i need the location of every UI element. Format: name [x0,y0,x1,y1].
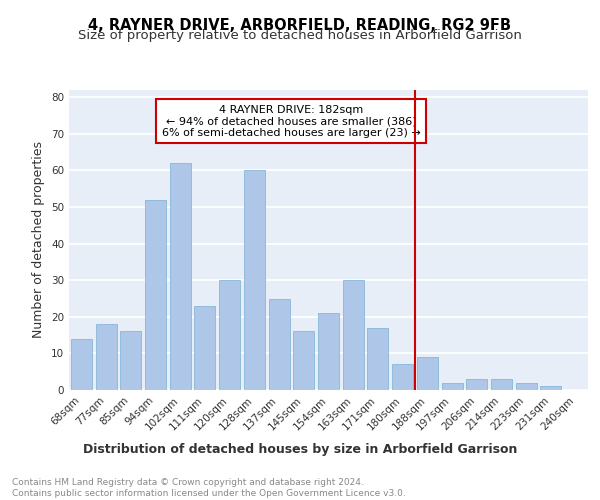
Bar [392,364,413,390]
Bar [170,163,191,390]
Bar [367,328,388,390]
Text: 4 RAYNER DRIVE: 182sqm
← 94% of detached houses are smaller (386)
6% of semi-det: 4 RAYNER DRIVE: 182sqm ← 94% of detached… [162,104,421,138]
Bar [541,386,562,390]
Bar [466,379,487,390]
Bar [491,379,512,390]
Bar [95,324,116,390]
Bar [244,170,265,390]
Bar [219,280,240,390]
Bar [145,200,166,390]
Bar [194,306,215,390]
Text: 4, RAYNER DRIVE, ARBORFIELD, READING, RG2 9FB: 4, RAYNER DRIVE, ARBORFIELD, READING, RG… [89,18,511,32]
Text: Distribution of detached houses by size in Arborfield Garrison: Distribution of detached houses by size … [83,442,517,456]
Bar [269,298,290,390]
Bar [442,382,463,390]
Bar [417,357,438,390]
Bar [343,280,364,390]
Bar [120,332,141,390]
Text: Contains HM Land Registry data © Crown copyright and database right 2024.
Contai: Contains HM Land Registry data © Crown c… [12,478,406,498]
Text: Size of property relative to detached houses in Arborfield Garrison: Size of property relative to detached ho… [78,29,522,42]
Bar [318,313,339,390]
Bar [516,382,537,390]
Y-axis label: Number of detached properties: Number of detached properties [32,142,46,338]
Bar [293,332,314,390]
Bar [71,339,92,390]
